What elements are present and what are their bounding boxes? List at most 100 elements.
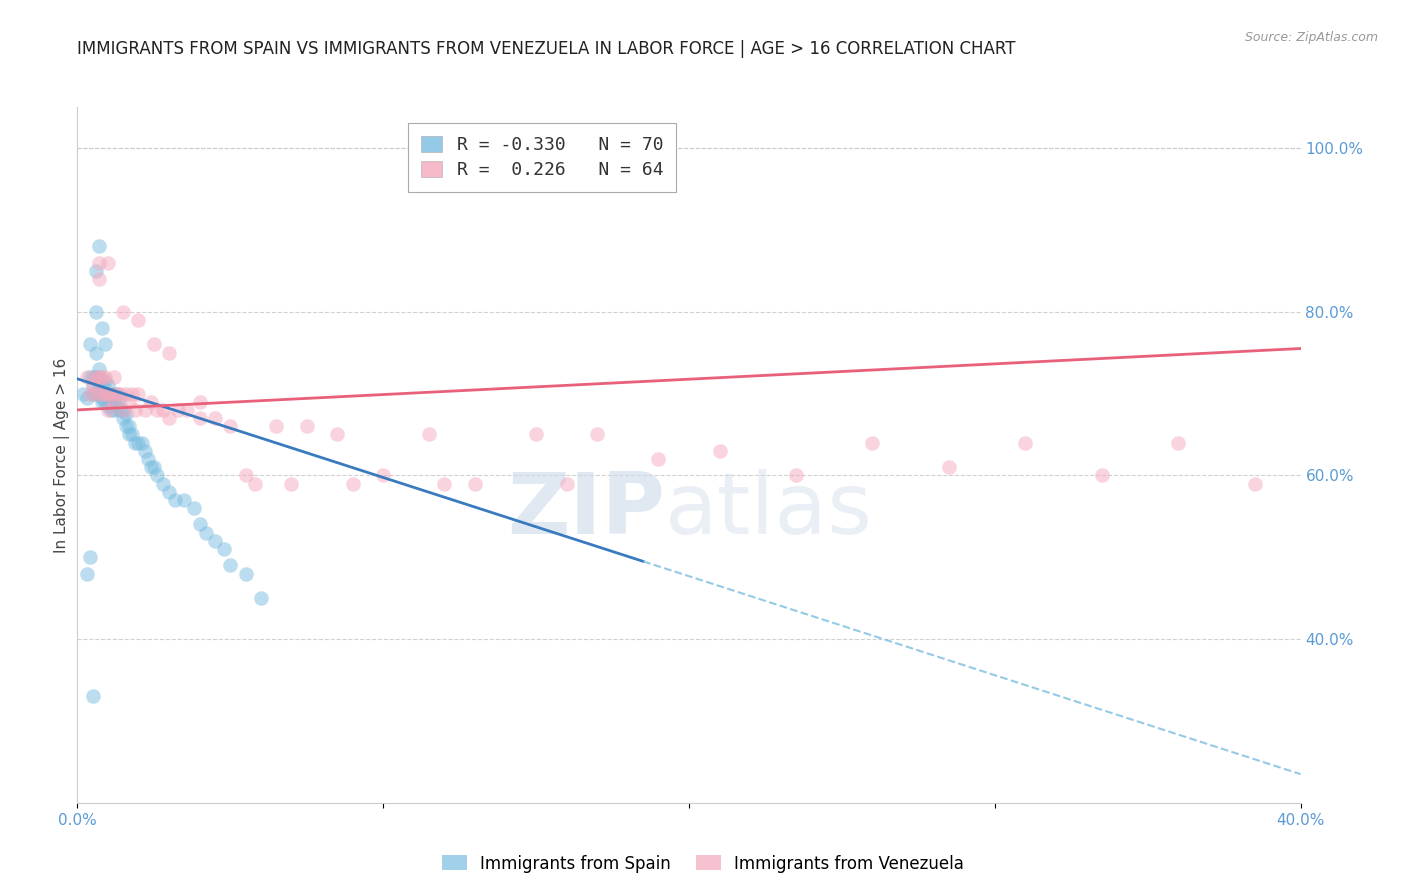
Point — [82, 378, 104, 392]
Point — [84, 386, 107, 401]
Point — [157, 484, 180, 499]
Point — [97, 386, 120, 401]
Point — [79, 386, 101, 401]
Point — [87, 370, 110, 384]
Point — [165, 492, 187, 507]
Point — [524, 427, 547, 442]
Point — [121, 427, 143, 442]
Point — [97, 391, 120, 405]
Point — [84, 386, 107, 401]
Point — [97, 399, 120, 413]
Point — [243, 476, 266, 491]
Point — [464, 476, 486, 491]
Point — [97, 378, 120, 392]
Point — [87, 378, 110, 392]
Point — [157, 345, 180, 359]
Point — [103, 370, 125, 384]
Point — [152, 476, 174, 491]
Point — [433, 476, 456, 491]
Point — [97, 403, 120, 417]
Point — [82, 378, 104, 392]
Point — [235, 468, 257, 483]
Point — [108, 386, 131, 401]
Y-axis label: In Labor Force | Age > 16: In Labor Force | Age > 16 — [55, 358, 70, 552]
Point — [1091, 468, 1114, 483]
Point — [134, 403, 156, 417]
Point — [862, 435, 884, 450]
Point — [87, 362, 110, 376]
Point — [90, 394, 112, 409]
Point — [124, 435, 146, 450]
Point — [342, 476, 364, 491]
Point — [219, 558, 242, 573]
Point — [103, 394, 125, 409]
Point — [124, 403, 146, 417]
Point — [167, 403, 190, 417]
Point — [97, 255, 120, 269]
Point — [94, 394, 117, 409]
Point — [142, 337, 165, 351]
Point — [204, 533, 226, 548]
Point — [647, 452, 669, 467]
Point — [112, 403, 135, 417]
Point — [82, 690, 104, 704]
Point — [131, 435, 153, 450]
Point — [87, 255, 110, 269]
Legend: Immigrants from Spain, Immigrants from Venezuela: Immigrants from Spain, Immigrants from V… — [436, 848, 970, 880]
Point — [105, 399, 128, 413]
Point — [103, 403, 125, 417]
Point — [194, 525, 217, 540]
Point — [586, 427, 609, 442]
Point — [97, 386, 120, 401]
Point — [250, 591, 273, 606]
Point — [79, 550, 101, 565]
Point — [94, 386, 117, 401]
Point — [100, 386, 122, 401]
Point — [84, 304, 107, 318]
Point — [188, 394, 211, 409]
Point — [188, 517, 211, 532]
Point — [418, 427, 440, 442]
Point — [146, 468, 169, 483]
Point — [555, 476, 578, 491]
Point — [87, 239, 110, 253]
Point — [79, 370, 101, 384]
Point — [142, 460, 165, 475]
Point — [100, 386, 122, 401]
Point — [139, 460, 162, 475]
Point — [121, 386, 143, 401]
Point — [326, 427, 349, 442]
Point — [94, 370, 117, 384]
Text: Source: ZipAtlas.com: Source: ZipAtlas.com — [1244, 31, 1378, 45]
Point — [100, 403, 122, 417]
Point — [115, 386, 138, 401]
Point — [139, 394, 162, 409]
Point — [90, 386, 112, 401]
Legend: R = -0.330   N = 70, R =  0.226   N = 64: R = -0.330 N = 70, R = 0.226 N = 64 — [408, 123, 676, 192]
Point — [1167, 435, 1189, 450]
Point — [87, 370, 110, 384]
Point — [72, 386, 94, 401]
Point — [84, 370, 107, 384]
Point — [108, 403, 131, 417]
Point — [1014, 435, 1036, 450]
Point — [105, 386, 128, 401]
Text: IMMIGRANTS FROM SPAIN VS IMMIGRANTS FROM VENEZUELA IN LABOR FORCE | AGE > 16 COR: IMMIGRANTS FROM SPAIN VS IMMIGRANTS FROM… — [77, 40, 1015, 58]
Point — [1243, 476, 1265, 491]
Point — [115, 407, 138, 421]
Point — [90, 391, 112, 405]
Point — [938, 460, 960, 475]
Point — [94, 374, 117, 388]
Point — [115, 419, 138, 434]
Point — [108, 391, 131, 405]
Point — [103, 386, 125, 401]
Point — [204, 411, 226, 425]
Point — [785, 468, 807, 483]
Point — [105, 386, 128, 401]
Text: atlas: atlas — [665, 469, 873, 552]
Point — [264, 419, 287, 434]
Point — [90, 321, 112, 335]
Point — [118, 394, 141, 409]
Point — [82, 370, 104, 384]
Point — [176, 403, 198, 417]
